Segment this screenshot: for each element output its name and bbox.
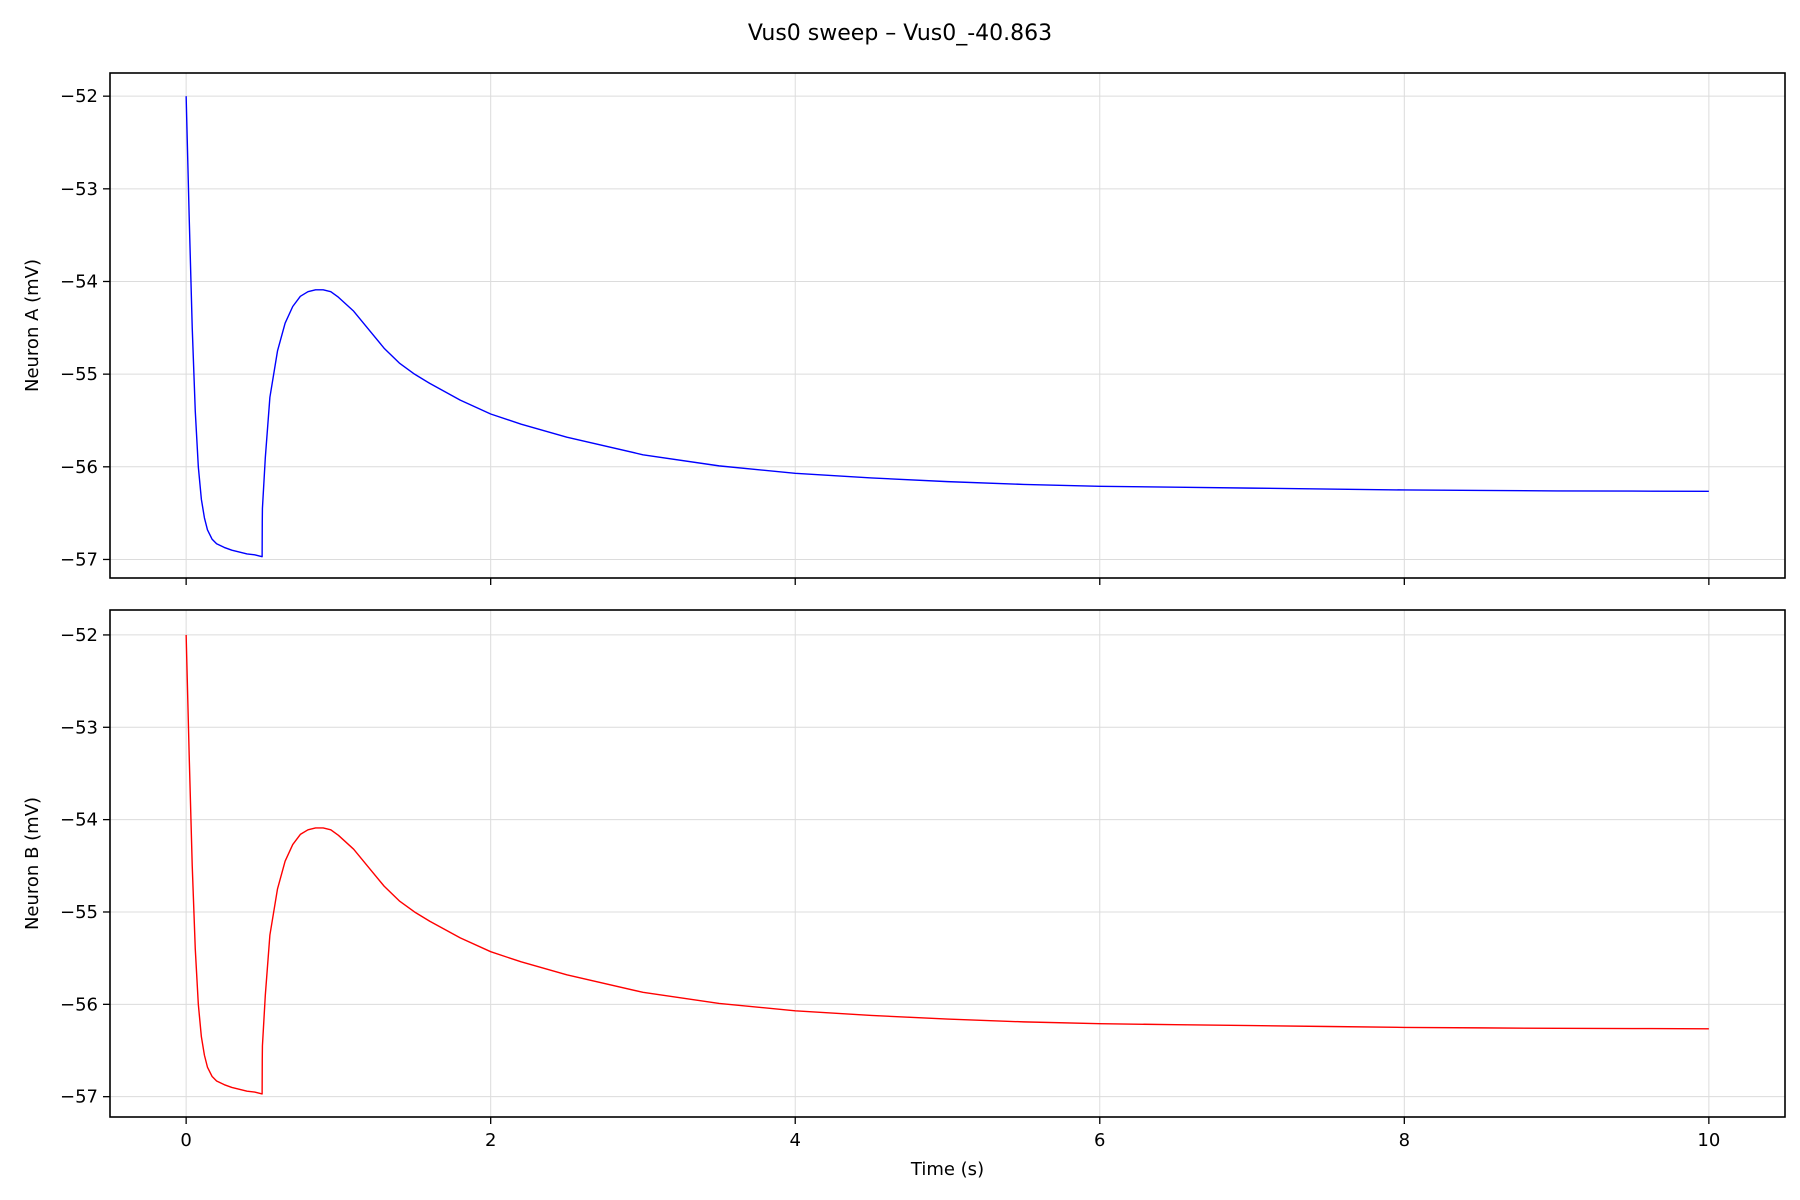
ticks-neuron-a: −57 −56 −55 −54 −53 −52 (60, 86, 1710, 585)
y-tick-label: −55 (60, 902, 98, 923)
y-tick-label: −52 (60, 86, 98, 107)
x-tick-label: 6 (1094, 1130, 1105, 1151)
x-tick-label: 10 (1697, 1130, 1720, 1151)
y-tick-label: −55 (60, 364, 98, 385)
x-tick-label: 0 (180, 1130, 191, 1151)
x-tick-label: 2 (485, 1130, 496, 1151)
y-tick-label: −52 (60, 625, 98, 646)
axes-frame-neuron-a (109, 72, 1786, 579)
series-line-0 (185, 96, 1709, 558)
y-tick-label: −57 (60, 549, 98, 570)
y-tick-label: −53 (60, 717, 98, 738)
grid-neuron-b (110, 610, 1785, 1117)
ticks-neuron-b: 0 2 4 6 8 10 −57 −56 −55 −54 −53 −52 (60, 625, 1720, 1151)
panel-neuron-b: 0 2 4 6 8 10−57−56−55−54−53−52 Neuron B (mV) … (22, 609, 1786, 1180)
y-tick-label: −53 (60, 179, 98, 200)
plot-area-neuron-a (185, 96, 1709, 558)
plot-area-neuron-b (185, 634, 1709, 1095)
series-line-0 (185, 634, 1709, 1095)
y-tick-label: −57 (60, 1087, 98, 1108)
x-tick-label: 8 (1399, 1130, 1410, 1151)
grid-neuron-a (110, 73, 1785, 578)
x-axis-label-neuron-b: Time (s) (910, 1159, 984, 1180)
x-tick-label: 4 (790, 1130, 801, 1151)
y-axis-label-neuron-b: Neuron B (mV) (22, 797, 43, 930)
panel-neuron-a: −57 −56 −55 −54 −53 −52 Neuron A (mV) (22, 72, 1786, 585)
y-axis-label-neuron-a: Neuron A (mV) (22, 259, 43, 392)
y-tick-label: −54 (60, 271, 98, 292)
y-tick-label: −56 (60, 994, 98, 1015)
y-tick-label: −54 (60, 810, 98, 831)
y-tick-label: −56 (60, 457, 98, 478)
axes-frame-neuron-b (109, 609, 1786, 1118)
figure-title: Vus0 sweep – Vus0_-40.863 (748, 21, 1052, 46)
